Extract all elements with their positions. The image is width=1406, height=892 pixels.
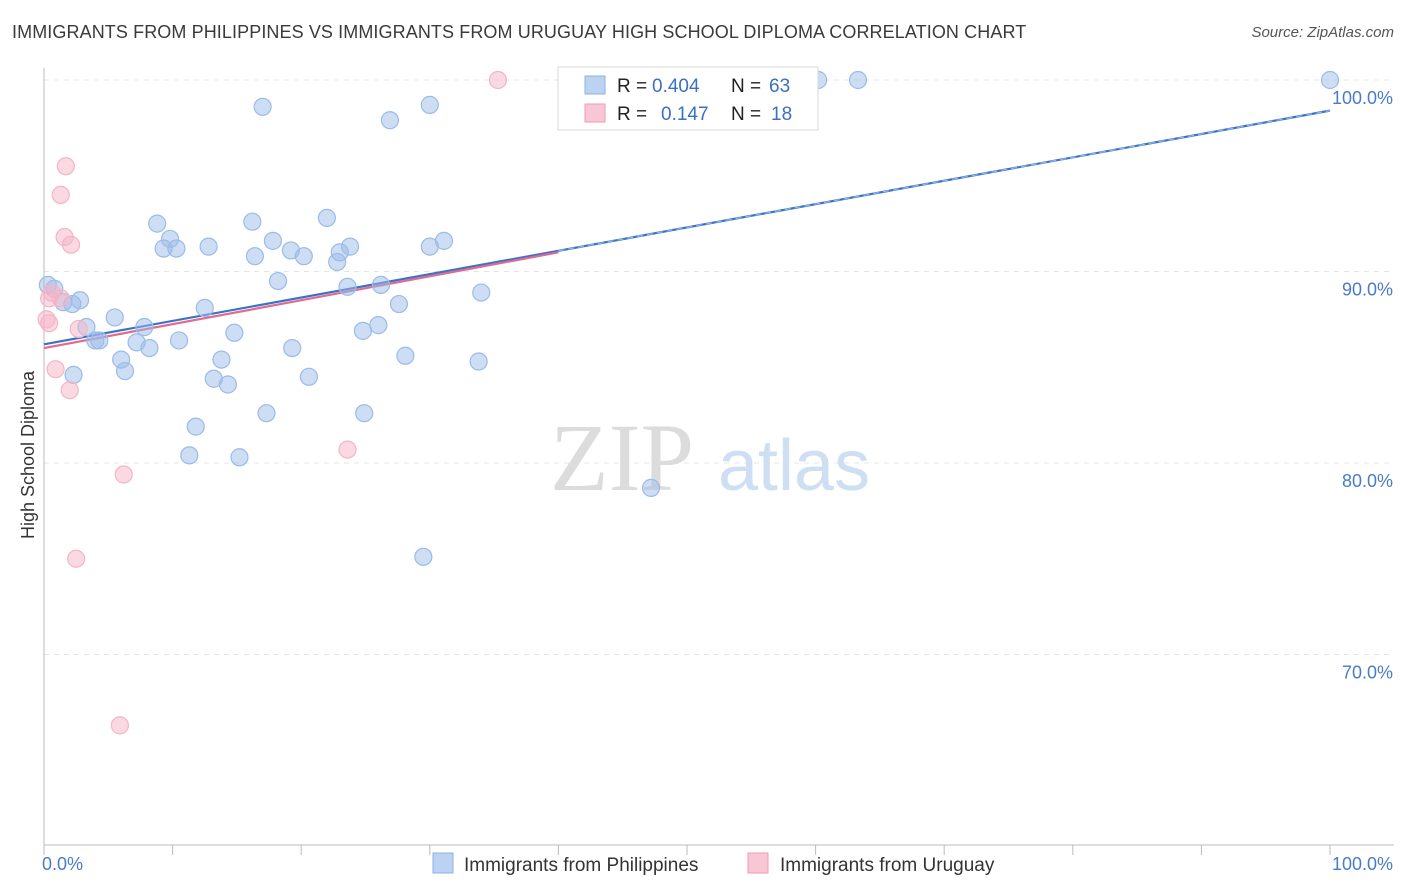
point-s1-9 (61, 235, 81, 254)
point-s0-51 (420, 95, 439, 114)
point-s0-25 (148, 214, 167, 233)
point-s0-23 (230, 448, 249, 467)
point-s1-13 (67, 549, 86, 568)
point-s1-7 (51, 185, 70, 204)
point-s0-7 (135, 317, 154, 337)
point-s0-42 (338, 277, 357, 296)
y-axis-label: High School Diploma (18, 370, 38, 539)
axes (43, 68, 1394, 846)
y-tick-labels: 100.0% 90.0% 80.0% 70.0% (1332, 88, 1393, 683)
point-s0-10 (90, 331, 109, 350)
point-s0-55 (469, 352, 488, 371)
series-legend-swatch-philippines (432, 852, 454, 874)
legend-swatch-uruguay (584, 103, 606, 123)
watermark: ZIP atlas (550, 404, 870, 511)
legend-swatch-philippines (584, 75, 606, 95)
x-tick-label-0: 0.0% (42, 854, 83, 874)
point-s0-48 (355, 404, 374, 423)
point-s0-41 (340, 237, 360, 256)
point-s1-16 (488, 70, 508, 90)
legend-n-value-uruguay: 18 (771, 104, 792, 125)
point-s0-46 (389, 294, 409, 314)
trend-lines (43, 109, 1331, 350)
point-s0-54 (472, 283, 491, 302)
point-s0-60 (1320, 70, 1340, 90)
point-s1-14 (110, 716, 129, 735)
watermark-zip: ZIP (550, 404, 694, 511)
gridlines (44, 79, 1394, 655)
watermark-atlas: atlas (718, 426, 870, 506)
legend-r-label-uruguay: R = (617, 104, 647, 125)
legend-n-label-uruguay: N = (731, 104, 761, 125)
point-s1-4 (40, 314, 59, 333)
data-points (37, 70, 1340, 735)
point-s0-21 (186, 417, 205, 436)
point-s0-57 (641, 478, 661, 497)
point-s0-38 (317, 208, 337, 227)
point-s0-43 (353, 321, 373, 340)
point-s0-53 (434, 231, 454, 250)
trend-extension-dashed (558, 110, 1331, 252)
stats-legend: R = 0.404 N = 63 R = 0.147 N = 18 (557, 66, 819, 131)
point-s0-18 (212, 350, 231, 369)
point-s0-5 (105, 308, 124, 327)
y-tick-label-0: 100.0% (1332, 88, 1393, 108)
point-s0-24 (257, 404, 276, 423)
point-s1-15 (338, 440, 357, 459)
point-s0-30 (243, 212, 262, 231)
point-s0-31 (245, 247, 265, 266)
trend-line-1 (43, 251, 559, 350)
point-s0-29 (199, 237, 218, 256)
legend-r-value-philippines: 0.404 (652, 76, 700, 97)
point-s0-28 (167, 239, 186, 258)
point-s0-14 (115, 361, 135, 381)
point-s0-11 (140, 339, 159, 358)
series-legend-label-philippines: Immigrants from Philippines (464, 855, 698, 876)
point-s1-11 (60, 381, 79, 400)
point-s0-12 (169, 331, 189, 350)
point-s0-16 (195, 298, 214, 317)
point-s0-37 (299, 367, 319, 386)
y-tick-label-3: 70.0% (1342, 663, 1393, 683)
point-s0-32 (263, 231, 283, 250)
point-s0-22 (180, 446, 199, 465)
point-s0-35 (268, 271, 288, 291)
series-legend: Immigrants from Philippines Immigrants f… (432, 852, 995, 876)
x-tick-labels: 0.0% 100.0% (42, 854, 1393, 874)
series-legend-swatch-uruguay (747, 852, 769, 874)
point-s0-49 (253, 97, 272, 116)
point-s0-59 (848, 70, 868, 90)
legend-r-value-uruguay: 0.147 (661, 104, 709, 125)
point-s0-50 (380, 111, 400, 130)
legend-r-label-philippines: R = (617, 76, 647, 97)
point-s1-12 (114, 465, 133, 484)
point-s0-44 (369, 316, 388, 335)
chart-title: IMMIGRANTS FROM PHILIPPINES VS IMMIGRANT… (12, 22, 1027, 42)
point-s0-20 (218, 375, 237, 394)
y-tick-label-2: 80.0% (1342, 471, 1393, 491)
x-tick-label-1: 100.0% (1332, 854, 1393, 874)
point-s0-36 (283, 339, 302, 358)
point-s1-2 (51, 289, 70, 308)
point-s0-47 (396, 346, 415, 365)
point-s1-10 (46, 360, 65, 379)
x-tick-marks (43, 845, 1331, 855)
point-s0-56 (414, 547, 433, 566)
legend-n-label-philippines: N = (731, 76, 761, 97)
y-tick-label-1: 90.0% (1342, 280, 1393, 300)
legend-n-value-philippines: 63 (769, 76, 790, 97)
point-s0-45 (371, 275, 391, 295)
point-s1-5 (69, 319, 88, 339)
point-s1-6 (56, 157, 75, 176)
series-legend-label-uruguay: Immigrants from Uruguay (780, 855, 995, 876)
point-s0-17 (225, 323, 244, 342)
point-s0-34 (294, 247, 313, 266)
source-credit: Source: ZipAtlas.com (1251, 24, 1394, 41)
point-s0-15 (64, 365, 83, 385)
